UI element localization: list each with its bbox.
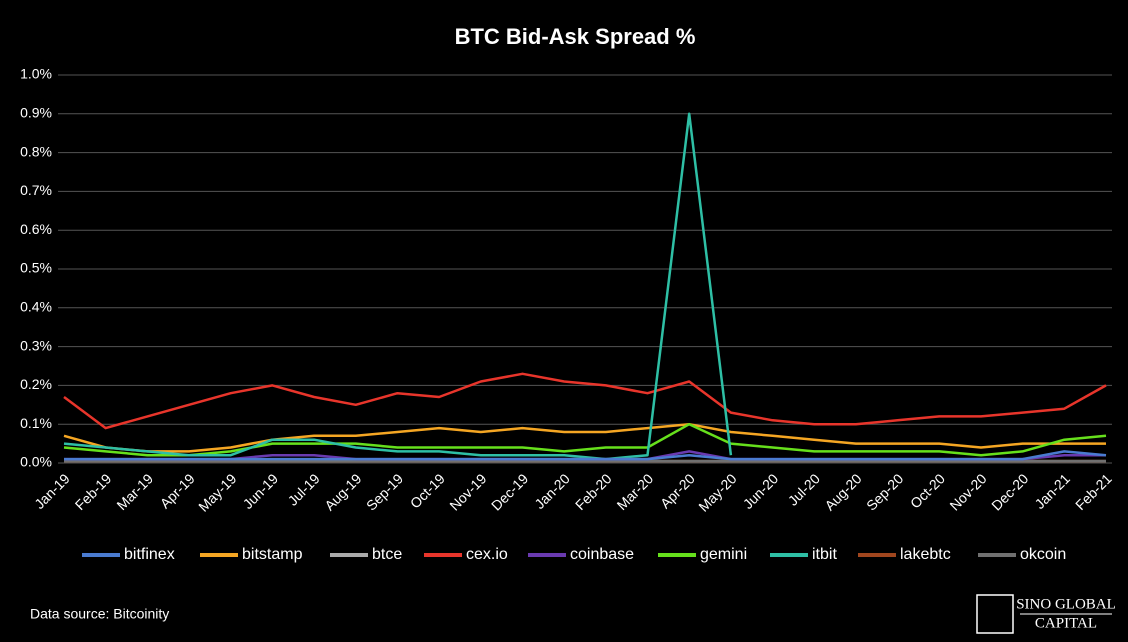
x-tick-label: Jul-20	[785, 470, 823, 508]
x-tick-label: Jun-19	[240, 470, 282, 512]
y-tick-label: 0.4%	[20, 299, 52, 315]
y-tick-label: 0.1%	[20, 415, 52, 431]
legend-label: bitstamp	[242, 546, 303, 563]
x-tick-label: Oct-20	[907, 470, 948, 511]
x-tick-label: Jul-19	[285, 470, 323, 508]
y-tick-label: 0.6%	[20, 221, 52, 237]
x-tick-label: Feb-19	[72, 470, 115, 513]
series-line	[64, 450, 1107, 461]
x-tick-label: Jun-20	[740, 470, 782, 512]
y-tick-label: 1.0%	[20, 66, 52, 82]
chart-title: BTC Bid-Ask Spread %	[455, 24, 696, 49]
x-tick-label: Sep-20	[863, 470, 906, 513]
y-tick-label: 0.9%	[20, 105, 52, 121]
series-line	[63, 372, 1107, 430]
y-tick-label: 0.7%	[20, 182, 52, 198]
x-tick-label: May-20	[695, 470, 739, 514]
legend-label: lakebtc	[900, 546, 951, 563]
y-tick-label: 0.5%	[20, 260, 52, 276]
x-tick-label: Nov-20	[946, 470, 989, 513]
legend-label: cex.io	[466, 546, 508, 563]
series-line	[63, 422, 1106, 453]
x-tick-label: Aug-19	[321, 470, 364, 513]
logo-text: SINO GLOBAL	[1016, 596, 1116, 612]
y-tick-label: 0.3%	[20, 337, 52, 353]
x-tick-label: Nov-19	[446, 470, 489, 513]
x-tick-label: Aug-20	[821, 470, 864, 513]
x-tick-label: Dec-20	[988, 470, 1031, 513]
legend-label: itbit	[812, 546, 837, 563]
x-tick-label: Sep-19	[363, 470, 406, 513]
legend-label: btce	[372, 546, 402, 563]
x-tick-label: Mar-20	[614, 470, 657, 513]
logo-box	[976, 594, 1014, 634]
legend-label: gemini	[700, 546, 747, 563]
x-tick-label: Feb-21	[1072, 470, 1115, 513]
x-tick-label: Feb-20	[572, 470, 615, 513]
y-tick-label: 0.2%	[20, 376, 52, 392]
x-tick-label: Apr-19	[157, 470, 198, 511]
x-tick-label: Jan-19	[31, 470, 73, 512]
legend-label: bitfinex	[124, 546, 175, 563]
x-tick-label: Jan-20	[531, 470, 573, 512]
x-tick-label: Jan-21	[1031, 470, 1073, 512]
legend-label: coinbase	[570, 546, 634, 563]
x-tick-label: Apr-20	[657, 470, 698, 511]
x-tick-label: Mar-19	[113, 470, 156, 513]
y-tick-label: 0.8%	[20, 143, 52, 159]
logo-text: CAPITAL	[1035, 615, 1097, 631]
series-line	[63, 112, 733, 461]
series-line	[63, 422, 1107, 457]
source-note: Data source: Bitcoinity	[30, 606, 169, 622]
legend-label: okcoin	[1020, 546, 1066, 563]
y-tick-label: 0.0%	[20, 454, 52, 470]
x-tick-label: May-19	[195, 470, 239, 514]
x-tick-label: Dec-19	[488, 470, 531, 513]
x-tick-label: Oct-19	[407, 470, 448, 511]
